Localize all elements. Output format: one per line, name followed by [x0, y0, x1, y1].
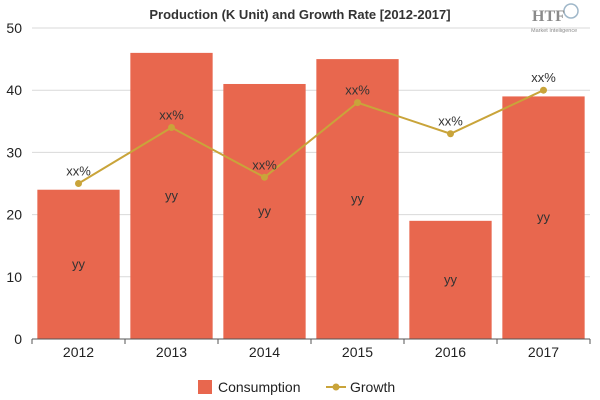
y-tick-label: 0 [14, 331, 22, 347]
growth-series-line [77, 89, 544, 185]
x-tick-label: 2014 [249, 344, 280, 360]
bar-data-label: yy [537, 210, 551, 225]
logo: HTF Market Intelligence [531, 3, 579, 34]
growth-line: xx% xx% xx% xx% xx% xx% [66, 70, 556, 187]
growth-point [447, 130, 454, 138]
bar-data-label: yy [72, 256, 86, 271]
growth-point [261, 173, 268, 181]
bar-data-label: yy [165, 188, 179, 203]
grid [32, 27, 590, 278]
bar-data-label: yy [258, 203, 272, 218]
y-tick-label: 10 [6, 269, 22, 285]
bars: yy yy yy yy yy yy [37, 52, 585, 339]
legend-growth-marker [332, 383, 340, 391]
bar-consumption [37, 189, 120, 339]
globe-icon [563, 3, 579, 19]
x-tick-label: 2017 [528, 344, 559, 360]
legend: Consumption Growth [198, 379, 395, 395]
growth-point [168, 124, 175, 132]
legend-growth-label: Growth [350, 379, 395, 395]
bar-consumption [409, 220, 492, 339]
growth-point [75, 180, 82, 187]
x-tick-label: 2013 [156, 344, 187, 360]
growth-data-label: xx% [66, 164, 91, 179]
logo-subtext: Market Intelligence [531, 28, 577, 34]
y-tick-label: 50 [6, 20, 22, 36]
legend-consumption-label: Consumption [218, 379, 301, 395]
growth-data-label: xx% [531, 70, 556, 85]
x-tick-label: 2012 [63, 344, 94, 360]
growth-data-label: xx% [345, 83, 370, 98]
x-axis: 2012 2013 2014 2015 2016 2017 [31, 338, 591, 360]
growth-data-label: xx% [159, 108, 184, 123]
growth-point [354, 99, 361, 107]
x-tick-label: 2016 [435, 344, 466, 360]
bar-data-label: yy [444, 272, 458, 287]
bar-data-label: yy [351, 191, 365, 206]
chart-title: Production (K Unit) and Growth Rate [201… [149, 7, 450, 22]
bar-consumption [130, 52, 213, 339]
x-tick-label: 2015 [342, 344, 373, 360]
y-tick-label: 40 [6, 82, 22, 98]
bar-consumption [223, 83, 306, 339]
legend-consumption-swatch [198, 380, 212, 394]
y-tick-label: 30 [6, 144, 22, 160]
logo-text: HTF [532, 8, 565, 25]
bar-consumption [502, 96, 585, 339]
y-tick-label: 20 [6, 207, 22, 223]
growth-point [540, 86, 547, 94]
growth-data-label: xx% [252, 157, 277, 172]
growth-data-label: xx% [438, 114, 463, 129]
y-axis: 0 10 20 30 40 50 [6, 20, 22, 347]
